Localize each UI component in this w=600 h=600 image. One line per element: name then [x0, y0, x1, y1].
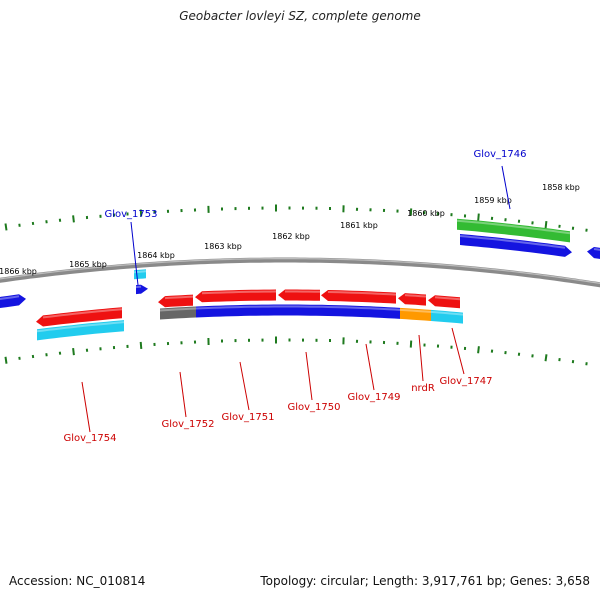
glov-1747-cyan-shine [430, 310, 464, 316]
backbone-line [0, 257, 600, 288]
glov-1751-blue-feature [196, 304, 280, 318]
gene-label-leader [365, 343, 375, 391]
gene-label-leader [501, 165, 511, 210]
map-title: Geobacter lovleyi SZ, complete genome [179, 9, 421, 23]
scale-label: 1864 kbp [137, 251, 175, 260]
glov-1751-red-shine [201, 290, 277, 295]
glov-1750-blue-shine [280, 305, 401, 311]
gene-label: Glov_1754 [63, 433, 116, 444]
glov-1750-blue-feature [280, 304, 400, 319]
left-edge-blue-feature [0, 294, 26, 309]
upper-major-tick [72, 215, 75, 223]
gene-label: Glov_1747 [439, 376, 492, 387]
left-edge-blue-shine [0, 295, 20, 301]
gene-label-leader [305, 351, 313, 401]
gene-label: Glov_1750 [287, 402, 340, 413]
glov-1746-blue-feature [460, 234, 572, 257]
glov-1752-gray-shine [159, 307, 197, 312]
gene-label-leader [418, 334, 424, 382]
glov-1752-red-shine [164, 295, 194, 300]
nrdr-red-shine [404, 294, 427, 298]
glov-1746-green-shine [456, 219, 571, 235]
glov-1749-red-shine [327, 291, 397, 296]
glov-1754-cyan-feature [37, 320, 124, 341]
glov-1747-red-shine [434, 296, 461, 301]
gene-label-leader [81, 381, 91, 433]
gene-label-leader [451, 327, 465, 375]
upper-major-tick [4, 223, 8, 231]
backbone-highlight [0, 258, 600, 285]
right-edge-blue-feature [587, 247, 600, 259]
glov-1747-red-feature [428, 295, 460, 309]
lower-major-tick [477, 346, 480, 354]
glov-1746-blue-shine [459, 235, 566, 249]
scale-label: 1861 kbp [340, 221, 378, 230]
glov-1750-red-feature [278, 289, 320, 301]
nrdr-orange-shine [399, 308, 432, 313]
glov-1752-gray-feature [160, 306, 196, 320]
genome-summary-text: Topology: circular; Length: 3,917,761 bp… [260, 574, 590, 588]
scale-labels: 1866 kbp 1865 kbp 1864 kbp 1863 kbp 1862 kbp… [0, 183, 580, 276]
feature-layer [0, 218, 600, 341]
gene-label-leader [179, 371, 187, 418]
lower-major-tick [72, 347, 75, 356]
scale-label: 1866 kbp [0, 267, 37, 276]
gene-label: Glov_1752 [161, 419, 214, 430]
gene-label: Glov_1749 [347, 392, 400, 403]
gene-label: Glov_1746 [473, 149, 526, 160]
gene-labels: Glov_1746 Glov_1753 Glov_1754 Glov_1752 Glov… [63, 149, 526, 444]
lower-tick-track [4, 336, 588, 366]
upper-major-tick [477, 213, 480, 221]
glov-1747-cyan-feature [431, 309, 463, 324]
gene-label: nrdR [411, 383, 435, 394]
scale-label: 1858 kbp [542, 183, 580, 192]
glov-1751-blue-shine [195, 305, 280, 310]
glov-1753-cyan-shine [133, 270, 147, 274]
glov-1752-red-feature [158, 294, 193, 308]
glov-1754-red-shine [42, 308, 123, 319]
gene-label: Glov_1753 [104, 209, 157, 220]
upper-tick-track [4, 204, 588, 232]
glov-1751-red-feature [195, 289, 276, 303]
upper-major-tick [544, 220, 548, 229]
glov-1746-green-feature [457, 218, 570, 243]
nrdr-orange-feature [400, 307, 431, 321]
scale-label: 1859 kbp [474, 196, 512, 205]
scale-label: 1865 kbp [69, 260, 107, 269]
scale-label: 1863 kbp [204, 242, 242, 251]
lower-major-tick [544, 354, 548, 362]
nrdr-red-feature [398, 293, 426, 306]
scale-label: 1860 kbp [407, 209, 445, 218]
glov-1754-cyan-shine [36, 321, 125, 333]
gene-label-leader [239, 361, 250, 411]
accession-text: Accession: NC_010814 [9, 574, 146, 588]
glov-1753-blue-feature [136, 284, 148, 295]
scale-label: 1862 kbp [272, 232, 310, 241]
lower-major-tick [4, 356, 8, 364]
glov-1749-red-feature [321, 290, 396, 304]
genome-backbone [0, 257, 600, 288]
gene-label-leader [130, 221, 139, 286]
gene-label: Glov_1751 [221, 412, 274, 423]
glov-1754-red-feature [36, 307, 122, 327]
lower-major-tick [139, 341, 143, 349]
